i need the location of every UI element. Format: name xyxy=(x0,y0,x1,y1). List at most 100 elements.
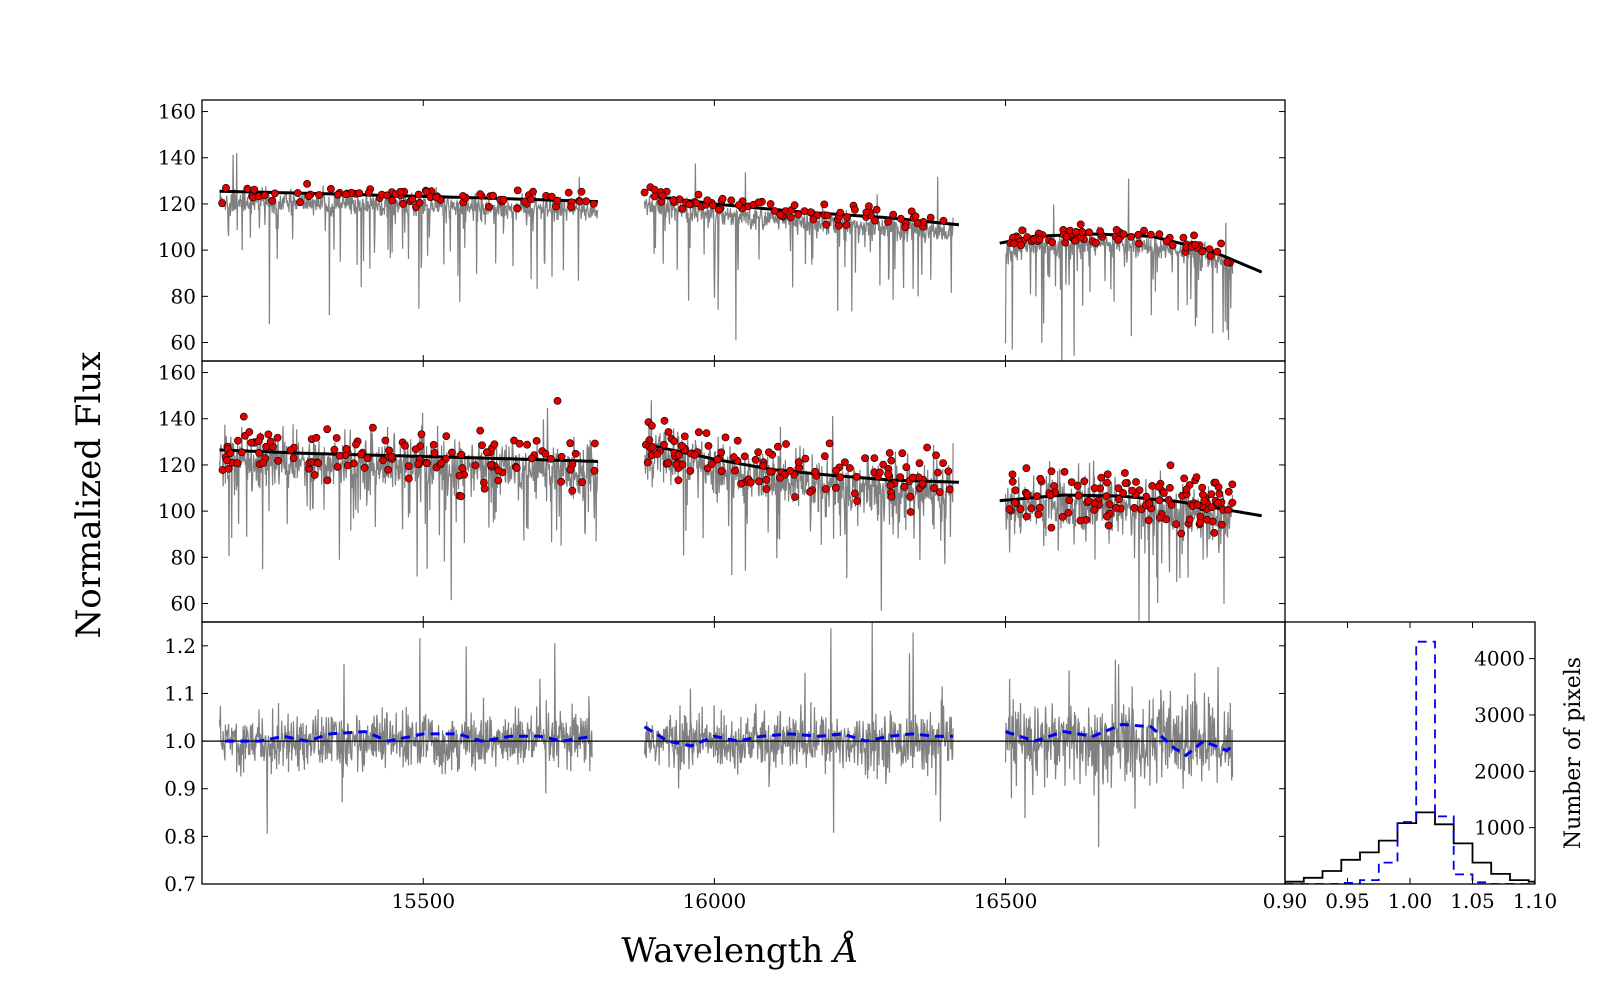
continuum-pixel-point xyxy=(1005,505,1014,514)
continuum-pixel-point xyxy=(841,458,849,467)
continuum-pixel-point xyxy=(1047,467,1056,476)
continuum-pixel-point xyxy=(913,219,922,228)
continuum-pixel-point xyxy=(889,210,898,219)
continuum-pixel-point xyxy=(1168,241,1177,249)
continuum-pixel-point xyxy=(1190,231,1198,240)
continuum-pixel-point xyxy=(1035,503,1044,512)
continuum-pixel-point xyxy=(836,208,845,217)
continuum-pixel-point xyxy=(872,205,881,214)
continuum-pixel-point xyxy=(1119,489,1127,497)
continuum-pixel-point xyxy=(1172,520,1181,528)
continuum-pixel-point xyxy=(415,198,424,207)
continuum-pixel-point xyxy=(399,199,408,208)
continuum-pixel-point xyxy=(932,451,940,460)
continuum-pixel-point xyxy=(836,473,844,482)
continuum-pixel-point xyxy=(568,486,577,495)
continuum-pixel-point xyxy=(458,464,467,473)
continuum-pixel-point xyxy=(678,204,687,213)
continuum-pixel-point xyxy=(417,430,426,439)
continuum-pixel-point xyxy=(918,479,927,488)
continuum-pixel-point xyxy=(1215,489,1224,498)
continuum-pixel-point xyxy=(740,452,749,461)
continuum-pixel-point xyxy=(887,456,896,465)
continuum-pixel-point xyxy=(1196,518,1204,527)
continuum-pixel-point xyxy=(721,433,730,442)
continuum-pixel-point xyxy=(648,421,656,430)
continuum-pixel-point xyxy=(379,456,388,465)
continuum-pixel-point xyxy=(1114,235,1123,244)
continuum-pixel-point xyxy=(332,434,341,442)
continuum-pixel-point xyxy=(237,448,246,457)
spectrum-line xyxy=(1004,178,1234,361)
continuum-pixel-point xyxy=(312,433,321,442)
continuum-pixel-point xyxy=(529,187,537,196)
continuum-pixel-point xyxy=(1208,517,1217,526)
continuum-pixel-point xyxy=(484,202,493,211)
continuum-pixel-point xyxy=(1142,492,1151,501)
residual-line xyxy=(218,638,593,834)
continuum-pixel-point xyxy=(260,191,269,200)
continuum-pixel-point xyxy=(342,190,350,199)
top-panel: 60 80 100 120 140 160 xyxy=(158,99,1286,362)
continuum-pixel-point xyxy=(709,201,717,210)
continuum-pixel-point xyxy=(233,459,242,468)
continuum-pixel-point xyxy=(357,450,365,459)
continuum-pixel-point xyxy=(289,454,298,462)
continuum-pixel-point xyxy=(1022,464,1031,473)
continuum-pixel-point xyxy=(713,455,722,464)
continuum-pixel-point xyxy=(1130,503,1139,512)
continuum-pixel-point xyxy=(437,458,446,467)
continuum-pixel-point xyxy=(801,454,810,463)
continuum-pixel-point xyxy=(478,441,486,450)
continuum-pixel-point xyxy=(414,190,423,199)
continuum-pixel-point xyxy=(571,449,580,458)
continuum-pixel-point xyxy=(455,471,464,480)
continuum-pixel-point xyxy=(1073,481,1082,490)
continuum-pixel-point xyxy=(787,213,795,222)
continuum-pixel-point xyxy=(1017,241,1025,250)
continuum-pixel-point xyxy=(250,185,259,194)
continuum-pixel-point xyxy=(759,461,768,470)
continuum-pixel-point xyxy=(870,454,879,462)
continuum-pixel-point xyxy=(1008,477,1017,486)
continuum-pixel-point xyxy=(1064,509,1073,517)
continuum-pixel-point xyxy=(423,459,431,468)
continuum-pixel-point xyxy=(680,432,689,441)
continuum-pixel-point xyxy=(1223,258,1232,267)
continuum-pixel-point xyxy=(259,459,268,467)
continuum-pixel-point xyxy=(404,474,413,483)
continuum-pixel-point xyxy=(1080,477,1089,486)
continuum-pixel-point xyxy=(852,472,861,481)
continuum-pixel-point xyxy=(1206,252,1215,260)
continuum-pixel-point xyxy=(333,190,342,199)
continuum-pixel-point xyxy=(315,191,323,199)
continuum-pixel-point xyxy=(457,450,466,459)
continuum-pixel-point xyxy=(766,467,774,476)
continuum-pixel-point xyxy=(1011,486,1020,495)
continuum-pixel-point xyxy=(754,448,763,457)
continuum-pixel-point xyxy=(1058,513,1067,521)
continuum-pixel-point xyxy=(806,487,814,496)
continuum-pixel-point xyxy=(218,199,226,208)
middle-ytick-label: 120 xyxy=(158,453,196,477)
continuum-pixel-point xyxy=(731,466,739,475)
continuum-pixel-point xyxy=(254,437,263,446)
continuum-pixel-point xyxy=(733,436,742,445)
continuum-pixel-point xyxy=(494,466,503,475)
continuum-pixel-point xyxy=(1090,505,1098,514)
continuum-pixel-point xyxy=(861,454,869,463)
continuum-pixel-point xyxy=(664,428,673,436)
bottom-panel: 0.7 0.8 0.9 1.0 1.1 1.2 15500 16000 16500 xyxy=(164,621,1286,913)
continuum-pixel-point xyxy=(286,446,295,454)
continuum-pixel-point xyxy=(643,458,652,467)
continuum-pixel-point xyxy=(490,440,499,449)
continuum-pixel-point xyxy=(1046,491,1055,500)
continuum-pixel-point xyxy=(364,188,373,197)
continuum-pixel-point xyxy=(459,192,467,200)
continuum-pixel-point xyxy=(363,454,372,463)
continuum-pixel-point xyxy=(774,442,782,451)
continuum-pixel-point xyxy=(479,478,488,487)
x-axis-label: Wavelength Å xyxy=(621,930,858,971)
continuum-pixel-point xyxy=(274,456,282,465)
continuum-pixel-point xyxy=(326,184,335,193)
